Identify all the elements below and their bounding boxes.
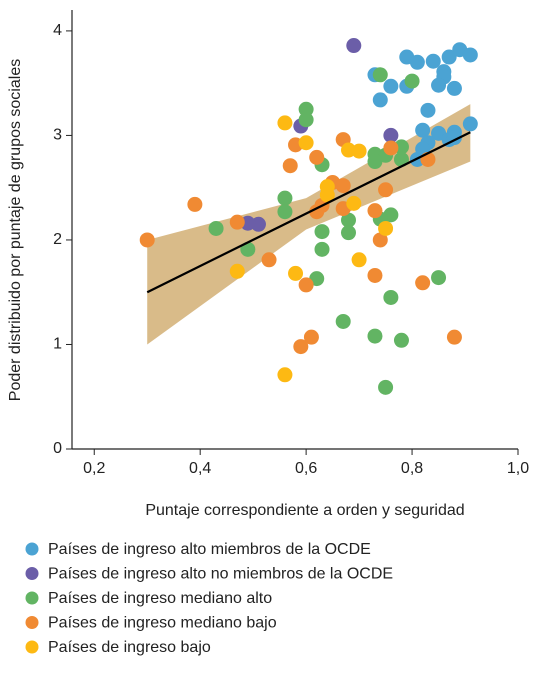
data-point bbox=[298, 277, 314, 293]
x-axis-label: Puntaje correspondiente a orden y seguri… bbox=[145, 502, 464, 519]
data-point bbox=[319, 187, 335, 203]
data-point bbox=[277, 190, 293, 206]
data-point bbox=[415, 122, 431, 138]
data-point bbox=[229, 214, 245, 230]
data-point bbox=[383, 289, 399, 305]
data-point bbox=[420, 102, 436, 118]
data-point bbox=[446, 329, 462, 345]
data-point bbox=[425, 53, 441, 69]
data-point bbox=[139, 232, 155, 248]
x-tick-label: 0,6 bbox=[295, 460, 317, 477]
data-point bbox=[293, 339, 309, 355]
data-point bbox=[298, 112, 314, 128]
data-point bbox=[187, 196, 203, 212]
x-tick-label: 0,2 bbox=[83, 460, 105, 477]
legend-marker bbox=[25, 567, 39, 580]
confidence-band bbox=[147, 104, 471, 345]
legend-label: Países de ingreso mediano alto bbox=[48, 590, 272, 607]
data-point bbox=[383, 140, 399, 156]
data-point bbox=[282, 158, 298, 174]
data-point bbox=[372, 92, 388, 108]
y-tick-label: 1 bbox=[53, 336, 62, 353]
data-point bbox=[277, 204, 293, 220]
data-point bbox=[383, 127, 399, 143]
data-point bbox=[314, 241, 330, 257]
data-point bbox=[335, 313, 351, 329]
legend-marker bbox=[25, 591, 39, 605]
y-tick-label: 3 bbox=[53, 127, 62, 144]
legend-marker bbox=[25, 616, 39, 629]
data-point bbox=[372, 232, 388, 248]
data-point bbox=[367, 154, 383, 170]
legend-label: Países de ingreso alto no miembros de la… bbox=[48, 566, 393, 583]
data-point bbox=[309, 204, 325, 220]
data-point bbox=[298, 135, 314, 151]
data-point bbox=[404, 73, 420, 89]
legend-marker bbox=[25, 542, 39, 556]
data-point bbox=[409, 54, 425, 70]
data-point bbox=[229, 263, 245, 279]
data-point bbox=[298, 101, 314, 117]
data-point bbox=[378, 182, 394, 198]
data-point bbox=[367, 267, 383, 283]
data-point bbox=[208, 220, 224, 236]
legend-label: Países de ingreso bajo bbox=[48, 639, 211, 656]
y-tick-label: 2 bbox=[53, 231, 62, 248]
legend-marker bbox=[25, 640, 39, 654]
legend-label: Países de ingreso alto miembros de la OC… bbox=[48, 541, 371, 558]
x-tick-label: 0,8 bbox=[401, 460, 423, 477]
x-tick-label: 0,4 bbox=[189, 460, 211, 477]
data-point bbox=[378, 379, 394, 395]
data-point bbox=[309, 149, 325, 165]
data-point bbox=[288, 265, 304, 281]
data-point bbox=[314, 224, 330, 240]
data-point bbox=[346, 38, 362, 54]
data-point bbox=[383, 78, 399, 94]
data-point bbox=[351, 143, 367, 159]
data-point bbox=[367, 328, 383, 344]
y-axis-label: Poder distribuido por puntaje de grupos … bbox=[7, 59, 24, 401]
data-point bbox=[240, 241, 256, 257]
data-point bbox=[462, 47, 478, 63]
data-point bbox=[351, 252, 367, 268]
data-point bbox=[340, 225, 356, 241]
x-tick-label: 1,0 bbox=[507, 460, 529, 477]
y-tick-label: 0 bbox=[53, 440, 62, 457]
data-point bbox=[277, 115, 293, 131]
data-point bbox=[372, 67, 388, 83]
legend-label: Países de ingreso mediano bajo bbox=[48, 615, 277, 632]
data-point bbox=[393, 332, 409, 348]
data-point bbox=[462, 116, 478, 132]
y-tick-label: 4 bbox=[53, 22, 62, 39]
data-point bbox=[415, 275, 431, 291]
data-point bbox=[367, 203, 383, 219]
data-point bbox=[261, 252, 277, 268]
data-point bbox=[441, 49, 457, 65]
data-point bbox=[431, 77, 447, 93]
data-point bbox=[303, 329, 319, 345]
trend-line bbox=[146, 131, 471, 294]
data-point bbox=[393, 151, 409, 167]
data-point bbox=[340, 212, 356, 228]
data-point bbox=[277, 367, 293, 383]
data-point bbox=[431, 270, 447, 286]
data-point bbox=[335, 178, 351, 194]
data-point bbox=[346, 195, 362, 211]
data-point bbox=[446, 80, 462, 96]
data-point bbox=[378, 220, 394, 236]
